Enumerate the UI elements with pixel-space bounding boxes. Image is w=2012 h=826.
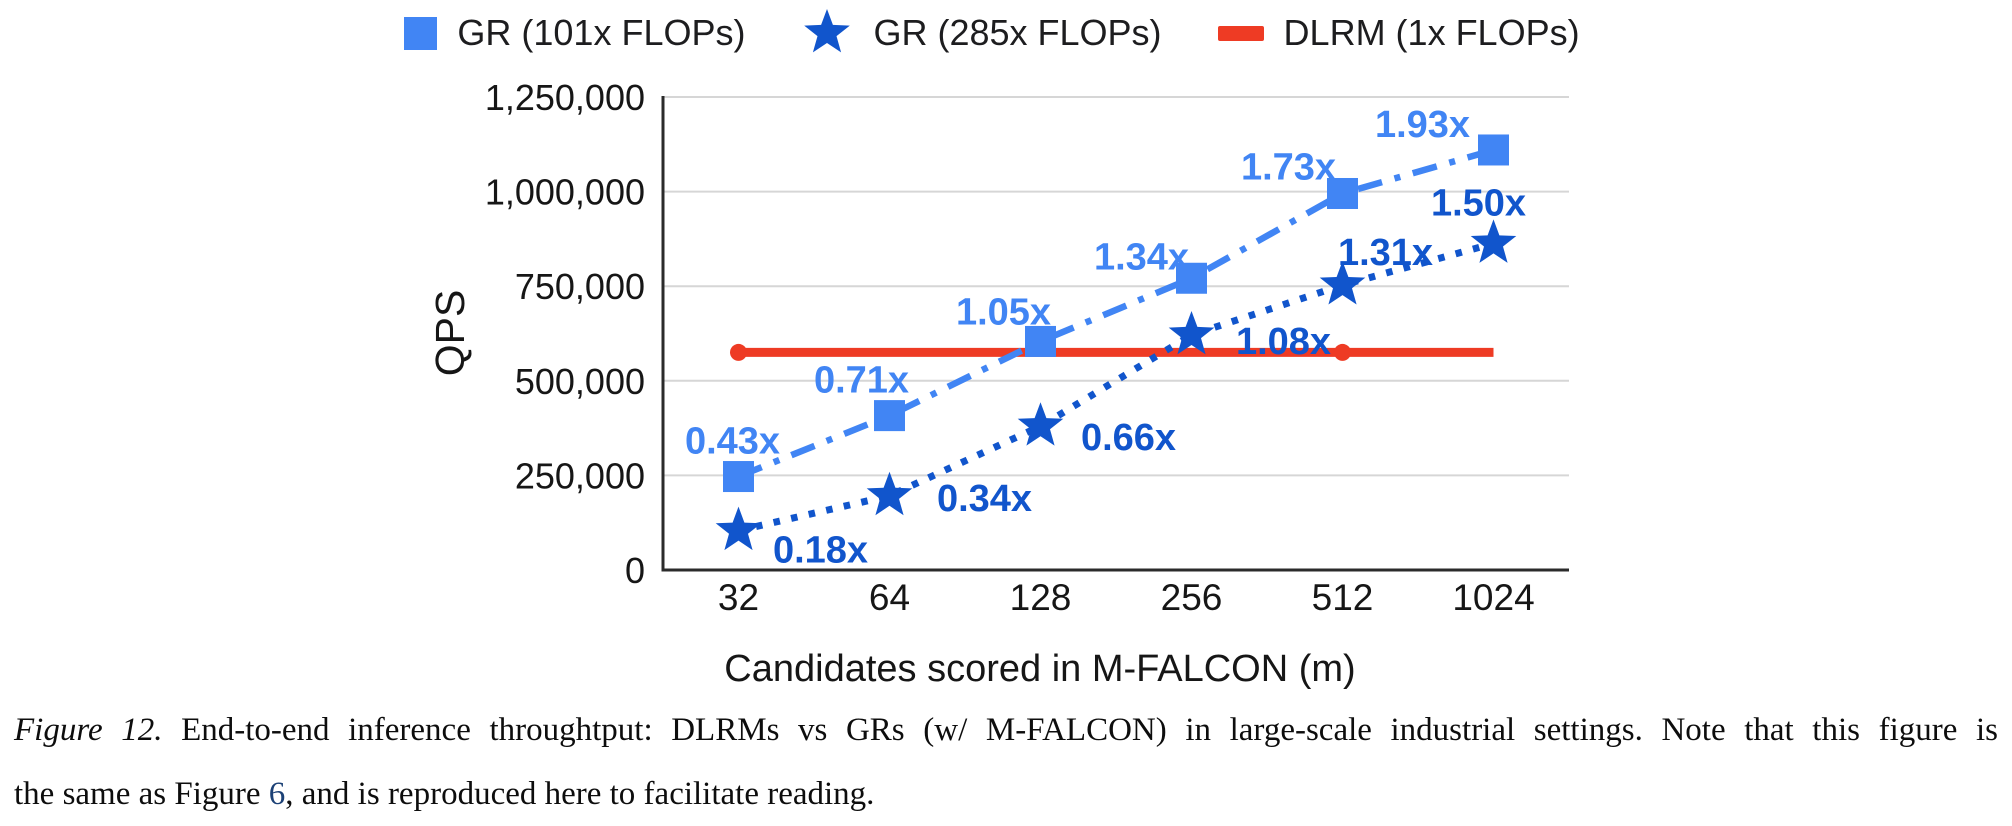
x-axis-title: Candidates scored in M-FALCON (m) bbox=[724, 648, 1356, 690]
y-tick-label: 1,250,000 bbox=[485, 77, 645, 118]
series-dlrm-markers bbox=[730, 343, 1351, 361]
speedup-label: 0.18x bbox=[773, 530, 868, 572]
square-marker bbox=[723, 461, 754, 493]
speedup-label: 1.31x bbox=[1338, 232, 1433, 274]
x-tick-label: 256 bbox=[1161, 577, 1223, 618]
series-gr-101x-line bbox=[737, 146, 1495, 480]
series-gr-101x-speedup-labels: 0.43x 0.71x 1.05x 1.34x 1.73x 1.93x bbox=[685, 104, 1470, 463]
chart-legend: GR (101x FLOPs) GR (285x FLOPs) DLRM (1x… bbox=[0, 6, 2012, 60]
star-marker bbox=[1319, 261, 1366, 305]
square-marker bbox=[1478, 134, 1509, 166]
speedup-label: 0.43x bbox=[685, 421, 780, 463]
x-tick-label: 64 bbox=[869, 577, 910, 618]
y-tick-label: 750,000 bbox=[515, 266, 645, 307]
y-tick-label: 0 bbox=[625, 550, 645, 591]
star-marker bbox=[1168, 311, 1215, 355]
square-marker bbox=[1176, 262, 1207, 294]
star-marker bbox=[1017, 402, 1064, 446]
x-tick-label: 128 bbox=[1010, 577, 1072, 618]
x-tick-label: 32 bbox=[718, 577, 759, 618]
star-marker bbox=[715, 506, 762, 551]
x-tick-label: 1024 bbox=[1452, 577, 1534, 618]
y-tick-label: 250,000 bbox=[515, 455, 645, 496]
speedup-label: 1.50x bbox=[1431, 182, 1526, 224]
square-marker bbox=[1025, 325, 1056, 357]
square-marker bbox=[874, 400, 905, 432]
circle-marker bbox=[1334, 343, 1351, 361]
legend-label-gr-285x: GR (285x FLOPs) bbox=[873, 12, 1162, 53]
legend-label-gr-101x: GR (101x FLOPs) bbox=[457, 12, 746, 53]
speedup-label: 0.71x bbox=[814, 360, 909, 402]
square-marker-icon bbox=[404, 16, 438, 50]
star-marker bbox=[1470, 219, 1517, 263]
figure-number-label: Figure 12. bbox=[14, 712, 163, 748]
series-gr-285x-line bbox=[737, 240, 1495, 535]
gridlines bbox=[663, 96, 1569, 477]
series-gr-285x-markers bbox=[715, 219, 1517, 551]
caption-line-1: Figure 12. End-to-end inference throught… bbox=[14, 698, 1998, 762]
y-axis-title: QPS bbox=[427, 289, 473, 377]
speedup-label: 0.34x bbox=[937, 478, 1032, 520]
speedup-label: 1.73x bbox=[1241, 146, 1336, 188]
series-gr-285x-speedup-labels: 0.18x 0.34x 0.66x 1.08x 1.31x 1.50x bbox=[773, 182, 1526, 571]
speedup-label: 1.08x bbox=[1236, 321, 1331, 363]
chart-plot-area: 0 250,000 500,000 750,000 1,000,000 1,250,000… bbox=[485, 77, 1569, 618]
x-axis-tick-labels: 32 64 128 256 512 1024 bbox=[718, 577, 1535, 618]
speedup-label: 0.66x bbox=[1081, 417, 1176, 459]
legend-item-gr-285x: GR (285x FLOPs) bbox=[801, 7, 1162, 59]
caption-text-line1: End-to-end inference throughtput: DLRMs … bbox=[181, 712, 1998, 748]
star-marker bbox=[866, 471, 913, 516]
legend-item-dlrm: DLRM (1x FLOPs) bbox=[1217, 12, 1580, 54]
speedup-label: 1.34x bbox=[1094, 236, 1189, 278]
star-marker-icon bbox=[801, 7, 853, 59]
circle-marker bbox=[730, 343, 747, 361]
x-tick-label: 512 bbox=[1312, 577, 1374, 618]
y-tick-label: 500,000 bbox=[515, 361, 645, 402]
caption-text-line2-before: the same as Figure bbox=[14, 776, 261, 812]
y-axis-tick-labels: 0 250,000 500,000 750,000 1,000,000 1,250,000 bbox=[485, 77, 645, 591]
caption-text-line2-after: , and is reproduced here to facilitate r… bbox=[285, 776, 875, 812]
legend-item-gr-101x: GR (101x FLOPs) bbox=[404, 12, 745, 54]
speedup-label: 1.93x bbox=[1375, 104, 1470, 146]
caption-line-2: the same as Figure 6, and is reproduced … bbox=[14, 762, 1998, 826]
series-gr-101x-markers bbox=[723, 134, 1509, 493]
line-marker-icon bbox=[1217, 25, 1264, 41]
legend-label-dlrm: DLRM (1x FLOPs) bbox=[1283, 12, 1580, 53]
speedup-label: 1.05x bbox=[956, 291, 1051, 333]
y-tick-label: 1,000,000 bbox=[485, 172, 645, 213]
figure-caption: Figure 12. End-to-end inference throught… bbox=[14, 698, 1998, 826]
axes bbox=[661, 96, 1569, 572]
figure-6-link[interactable]: 6 bbox=[268, 776, 286, 812]
square-marker bbox=[1327, 177, 1358, 209]
